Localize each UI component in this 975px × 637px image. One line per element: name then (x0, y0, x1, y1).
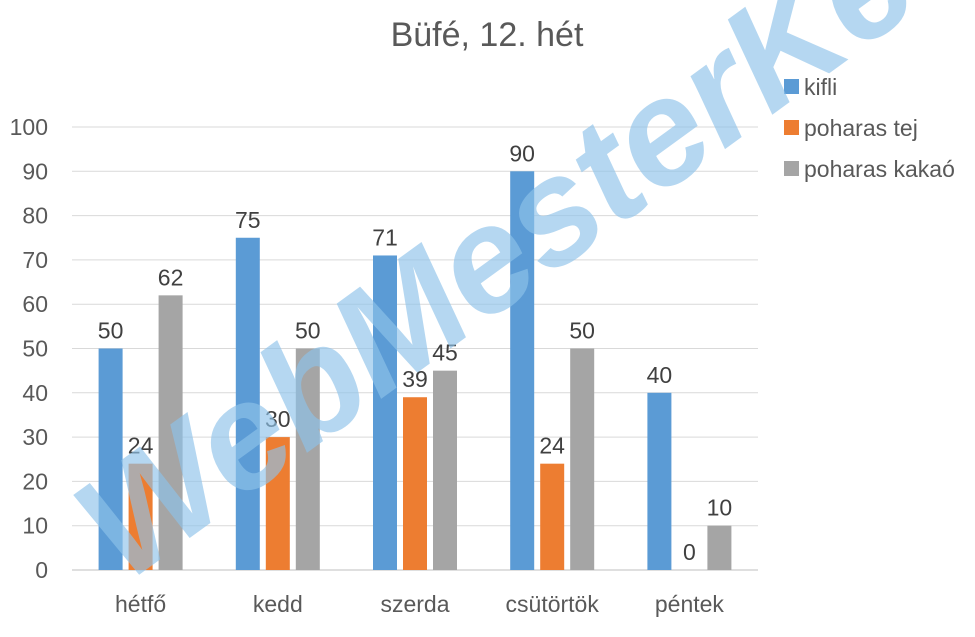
data-label: 10 (707, 495, 733, 521)
data-label: 50 (98, 318, 124, 344)
y-tick-label: 30 (22, 424, 48, 450)
bar (265, 437, 290, 570)
data-label: 40 (647, 362, 673, 388)
x-category-label: hétfő (115, 591, 166, 617)
legend-swatch (784, 161, 799, 176)
data-label: 50 (569, 318, 595, 344)
bar (295, 348, 320, 570)
data-label: 39 (402, 366, 428, 392)
y-tick-label: 100 (10, 114, 48, 140)
bars (98, 171, 732, 571)
chart-title: Büfé, 12. hét (391, 16, 584, 54)
bar (373, 255, 397, 570)
y-tick-label: 10 (22, 513, 48, 539)
bar (403, 397, 427, 570)
data-label: 90 (509, 140, 535, 166)
y-tick-label: 40 (22, 380, 48, 406)
x-axis-categories: hétfő kedd szerda csütörtök péntek (115, 591, 724, 617)
data-label: 75 (235, 207, 261, 233)
y-axis-ticks: 0 10 20 30 40 50 60 70 80 90 100 (10, 114, 48, 583)
data-label: 24 (128, 433, 154, 459)
bar (540, 463, 565, 570)
y-tick-label: 20 (22, 468, 48, 494)
bar (570, 348, 595, 570)
bar (98, 348, 123, 570)
data-label: 0 (683, 539, 696, 565)
data-label: 71 (372, 224, 398, 250)
bar (647, 392, 672, 570)
x-category-label: péntek (655, 591, 725, 617)
data-label: 50 (295, 318, 321, 344)
x-category-label: csütörtök (506, 591, 600, 617)
legend-label: poharas kakaó (804, 156, 955, 182)
x-category-label: kedd (253, 591, 303, 617)
legend-swatch (784, 120, 799, 135)
bar (158, 295, 183, 570)
y-tick-label: 50 (22, 336, 48, 362)
y-tick-label: 80 (22, 203, 48, 229)
bar (235, 237, 260, 570)
bar (707, 525, 732, 570)
gridlines (72, 126, 758, 571)
bar (510, 171, 535, 571)
legend-swatch (784, 79, 799, 94)
bar (128, 463, 153, 570)
y-tick-label: 90 (22, 158, 48, 184)
data-label: 30 (265, 406, 291, 432)
x-category-label: szerda (380, 591, 449, 617)
bar (433, 370, 457, 570)
legend: kifli poharas tej poharas kakaó (784, 74, 955, 182)
y-tick-label: 70 (22, 247, 48, 273)
y-tick-label: 60 (22, 291, 48, 317)
data-label: 24 (539, 433, 565, 459)
data-label: 62 (158, 264, 184, 290)
data-label: 45 (432, 340, 458, 366)
legend-label: kifli (804, 74, 837, 100)
y-tick-label: 0 (35, 557, 48, 583)
legend-label: poharas tej (804, 115, 918, 141)
